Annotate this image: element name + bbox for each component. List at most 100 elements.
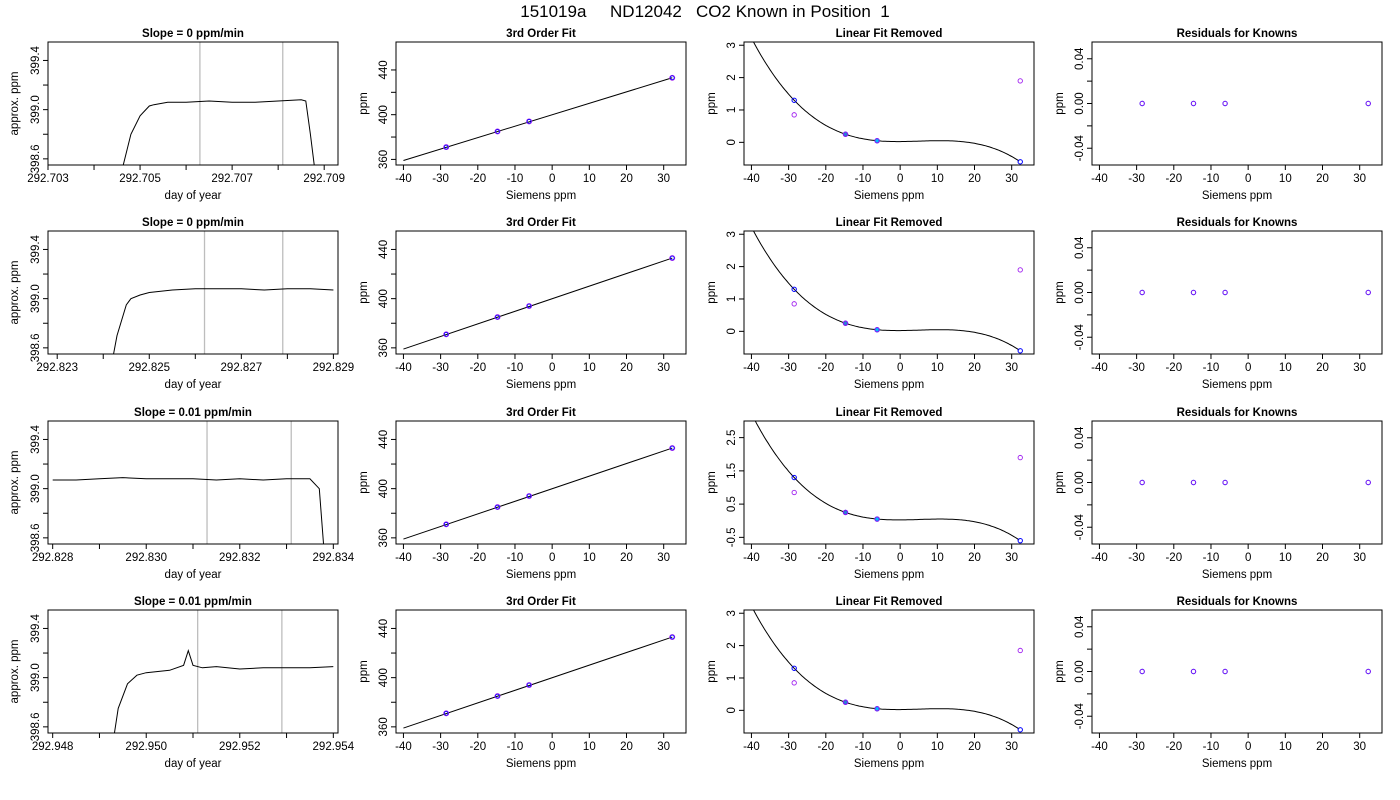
plot-area <box>403 74 676 162</box>
y-tick-label: -0.04 <box>1074 324 1086 351</box>
x-tick-label: 292.705 <box>119 173 161 185</box>
y-axis-label: ppm <box>706 660 718 682</box>
data-point <box>443 144 449 150</box>
panel-title: Slope = 0.01 ppm/min <box>134 407 252 419</box>
x-tick-label: -20 <box>817 741 834 753</box>
y-axis-label: ppm <box>358 281 370 303</box>
x-axis-label: Siemens ppm <box>854 190 924 202</box>
panel-title: Residuals for Knowns <box>1177 217 1298 229</box>
y-tick-label: 0.04 <box>1074 236 1086 259</box>
y-tick-label: 2 <box>726 263 738 269</box>
x-tick-label: -30 <box>432 741 449 753</box>
panel-title: 3rd Order Fit <box>506 596 576 608</box>
x-tick-label: -40 <box>395 362 412 374</box>
known-point <box>1017 267 1023 273</box>
panel-title: Linear Fit Removed <box>836 217 943 229</box>
x-tick-label: -20 <box>1165 362 1182 374</box>
y-axis-label: approx. ppm <box>9 640 21 704</box>
y-tick-label: 360 <box>378 150 390 169</box>
y-axis-label: ppm <box>1054 471 1066 493</box>
panel-r3c2: Linear Fit Removed -40 -30 -20 -10 0 10 20 30 0 1 2… <box>706 596 1035 770</box>
x-tick-label: 10 <box>583 741 596 753</box>
x-tick-label: -40 <box>743 173 760 185</box>
y-tick-label: -0.04 <box>1074 703 1086 730</box>
panel-r0c1: 3rd Order Fit -40 -30 -20 -10 0 10 20 30 360 400 44… <box>358 28 687 202</box>
series-line <box>122 99 315 165</box>
x-tick-label: -30 <box>780 552 797 564</box>
y-tick-label: 360 <box>378 338 390 357</box>
x-tick-label: 292.830 <box>125 552 167 564</box>
plot-area <box>403 255 676 350</box>
known-point <box>526 303 533 309</box>
panel-title: Residuals for Knowns <box>1177 407 1298 419</box>
x-tick-label: 0 <box>1245 173 1251 185</box>
x-tick-label: -20 <box>1165 173 1182 185</box>
x-axis-label: day of year <box>165 569 222 581</box>
panel-r3c3: Residuals for Knowns -40 -30 -20 -10 0 10 20 30 -… <box>1054 596 1383 770</box>
x-tick-label: 10 <box>1279 741 1292 753</box>
plot-frame <box>743 609 1035 734</box>
x-tick-label: 10 <box>583 552 596 564</box>
plot-area <box>752 231 1023 354</box>
y-tick-label: 0 <box>726 707 738 713</box>
known-point <box>842 699 849 705</box>
y-tick-label: 2 <box>726 74 738 80</box>
y-tick-label: 360 <box>378 717 390 736</box>
x-tick-label: -10 <box>1203 362 1220 374</box>
plot-frame <box>1091 420 1383 545</box>
known-point <box>443 710 450 717</box>
x-tick-label: 0 <box>1245 741 1251 753</box>
y-tick-label: 440 <box>378 619 390 638</box>
x-tick-label: -20 <box>469 552 486 564</box>
plot-area <box>52 421 325 544</box>
known-point <box>874 706 880 712</box>
plot-frame <box>395 420 687 545</box>
y-tick-label: 1 <box>726 107 738 113</box>
x-axis-label: day of year <box>165 758 222 770</box>
data-point <box>526 682 532 688</box>
x-tick-label: 292.954 <box>313 741 355 753</box>
x-tick-label: -40 <box>395 552 412 564</box>
panel-r0c3: Residuals for Knowns -40 -30 -20 -10 0 10 20 30 -… <box>1054 28 1383 202</box>
x-tick-label: 20 <box>620 362 633 374</box>
y-tick-label: 440 <box>378 240 390 259</box>
cubic-fit-curve <box>752 231 1020 351</box>
x-tick-label: 292.827 <box>221 362 263 374</box>
x-tick-label: -20 <box>1165 741 1182 753</box>
residual-known-point <box>1139 100 1145 107</box>
x-axis-label: Siemens ppm <box>1202 190 1272 202</box>
x-tick-label: 10 <box>1279 362 1292 374</box>
y-tick-label: 1 <box>726 296 738 302</box>
x-axis-label: Siemens ppm <box>506 379 576 391</box>
fit-point <box>791 97 797 103</box>
panel-r1c3: Residuals for Knowns -40 -30 -20 -10 0 10 20 30 -… <box>1054 217 1383 391</box>
x-tick-label: 0 <box>897 741 903 753</box>
x-axis-label: Siemens ppm <box>1202 758 1272 770</box>
x-tick-label: 292.952 <box>219 741 261 753</box>
plot-area <box>403 445 676 540</box>
y-tick-label: 400 <box>378 105 390 124</box>
x-tick-label: 30 <box>1353 173 1366 185</box>
plot-frame <box>395 230 687 355</box>
cubic-fit-curve <box>754 421 1020 541</box>
x-tick-label: 292.709 <box>303 173 345 185</box>
panel-title: 3rd Order Fit <box>506 217 576 229</box>
y-tick-label: 398.6 <box>30 523 42 552</box>
x-tick-label: -20 <box>469 173 486 185</box>
y-tick-label: 440 <box>378 60 390 79</box>
known-point <box>874 516 880 522</box>
cubic-fit-curve <box>752 610 1020 730</box>
known-point <box>669 634 676 641</box>
x-tick-label: 30 <box>1005 741 1018 753</box>
x-tick-label: -20 <box>469 362 486 374</box>
plot-area <box>403 634 676 729</box>
x-tick-label: -30 <box>1128 173 1145 185</box>
x-tick-label: 0 <box>549 362 555 374</box>
x-tick-label: -40 <box>743 552 760 564</box>
y-axis-label: ppm <box>358 92 370 114</box>
data-point <box>526 303 532 309</box>
y-axis-label: approx. ppm <box>9 261 21 325</box>
x-tick-label: 10 <box>1279 552 1292 564</box>
residual-known-point <box>1190 289 1197 296</box>
